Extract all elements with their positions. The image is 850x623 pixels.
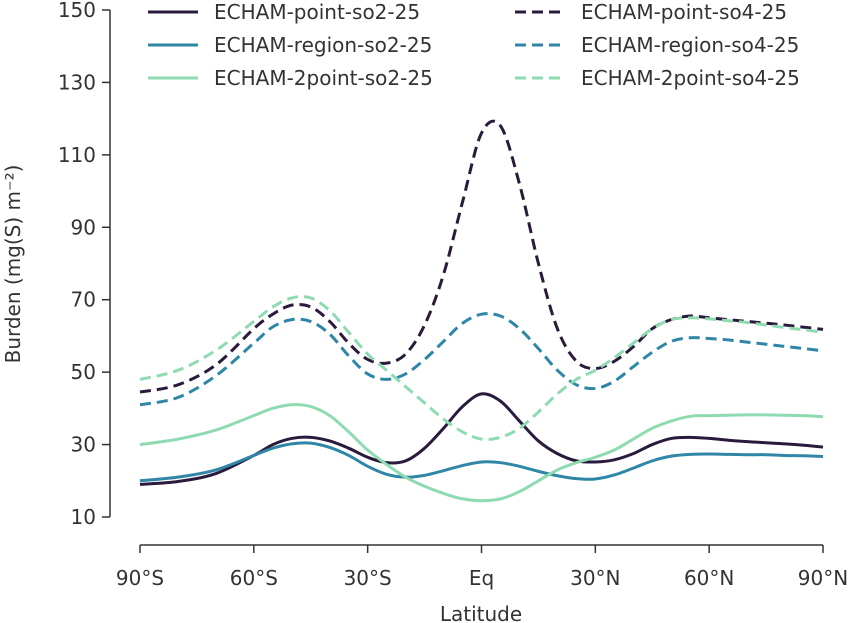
series-line-echam-region-so4-25 [139, 312, 824, 407]
legend-label: ECHAM-region-so4-25 [581, 33, 799, 57]
series-line-echam-point-so4-25 [139, 119, 824, 394]
y-axis-title: Burden (mg(S) m⁻²) [1, 165, 25, 364]
x-tick-label: 90°S [116, 566, 164, 590]
series-line-echam-2point-so2-25 [139, 403, 824, 503]
y-tick-label: 90 [71, 215, 96, 239]
x-tick-label: 30°S [344, 566, 392, 590]
legend-label: ECHAM-point-so4-25 [581, 0, 787, 24]
x-tick-label: 30°N [570, 566, 620, 590]
y-tick-label: 10 [71, 505, 96, 529]
y-tick-label: 30 [71, 433, 96, 457]
y-tick-label: 150 [58, 0, 96, 22]
series-line-echam-2point-so4-25 [139, 295, 824, 441]
series-lines [139, 119, 824, 503]
y-tick-label: 50 [71, 360, 96, 384]
series-line-echam-point-so2-25 [139, 392, 824, 486]
legend-label: ECHAM-region-so2-25 [214, 33, 432, 57]
x-axis-title: Latitude [440, 602, 522, 623]
axes: 10 30 50 70 90 110 130 150 90°S 60°S 30°S Eq 30°N 60°… [58, 0, 848, 590]
legend-label: ECHAM-2point-so4-25 [581, 66, 800, 90]
x-tick-label: 90°N [798, 566, 848, 590]
y-tick-label: 110 [58, 143, 96, 167]
legend: ECHAM-point-so2-25 ECHAM-region-so2-25 ECH… [148, 0, 800, 90]
y-tick-label: 70 [71, 288, 96, 312]
y-tick-label: 130 [58, 70, 96, 94]
legend-label: ECHAM-2point-so2-25 [214, 66, 433, 90]
series-line-echam-region-so2-25 [139, 441, 824, 483]
x-tick-label: 60°S [230, 566, 278, 590]
x-tick-label: 60°N [684, 566, 734, 590]
legend-label: ECHAM-point-so2-25 [214, 0, 420, 24]
x-tick-label: Eq [469, 566, 494, 590]
